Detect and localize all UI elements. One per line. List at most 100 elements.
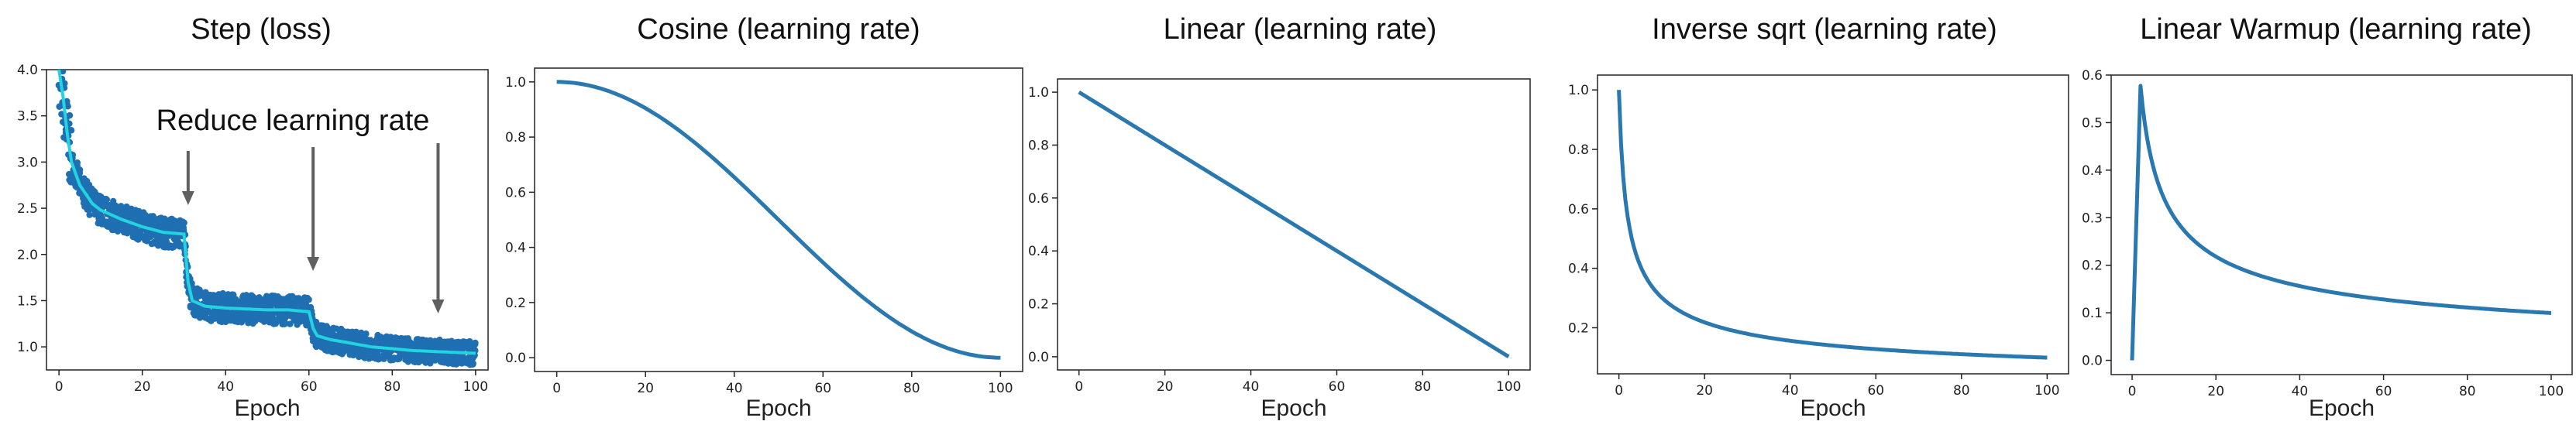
x-axis-label: Epoch <box>745 395 811 421</box>
series-line <box>2130 84 2552 361</box>
x-tick-label: 100 <box>463 379 488 395</box>
loss-point <box>469 360 476 367</box>
loss-point <box>57 53 64 59</box>
y-tick-label: 0.0 <box>505 351 526 366</box>
y-tick-label: 0.8 <box>1568 142 1589 158</box>
x-tick-label: 40 <box>1782 383 1799 399</box>
x-tick-label: 0 <box>1615 383 1623 399</box>
x-tick-label: 60 <box>1867 383 1884 399</box>
y-tick-label: 3.5 <box>17 109 38 125</box>
x-tick-label: 0 <box>1075 379 1083 395</box>
series-line <box>1078 90 1510 359</box>
chart-title: Linear (learning rate) <box>1164 13 1437 46</box>
annotation-reduce-learning-rate: Reduce learning rate <box>156 104 430 137</box>
arrow-head <box>181 191 194 205</box>
x-tick-label: 20 <box>637 381 654 396</box>
y-tick-label: 0.5 <box>2082 115 2103 131</box>
x-tick-label: 20 <box>1157 379 1174 395</box>
chart-title: Inverse sqrt (learning rate) <box>1652 13 1997 46</box>
x-tick-label: 60 <box>814 381 831 396</box>
loss-point <box>281 319 288 326</box>
plot-frame <box>1597 74 2069 375</box>
loss-point <box>58 52 64 58</box>
y-tick-label: 0.2 <box>505 296 526 311</box>
x-tick-label: 0 <box>2128 384 2137 399</box>
x-tick-label: 60 <box>301 379 318 395</box>
panel-inverse-sqrt: Inverse sqrt (learning rate) Epoch 0 20 40… <box>1568 13 2069 421</box>
x-tick-label: 20 <box>2207 384 2224 399</box>
loss-point <box>57 53 63 59</box>
x-axis-label: Epoch <box>2309 395 2375 421</box>
series-line <box>1617 90 2048 360</box>
y-tick-label: 0.3 <box>2082 211 2103 226</box>
loss-point <box>98 214 106 222</box>
loss-smoothed-line <box>57 70 476 355</box>
arrow-head <box>307 257 320 271</box>
y-tick-label: 0.4 <box>505 241 526 256</box>
y-tick-label: 2.0 <box>17 248 38 263</box>
x-tick-label: 80 <box>903 381 920 396</box>
y-tick-label: 0.2 <box>1028 297 1049 313</box>
loss-noise-points <box>55 52 479 368</box>
y-tick-label: 0.6 <box>2082 68 2103 84</box>
x-tick-label: 80 <box>1415 379 1432 395</box>
loss-point <box>66 111 74 119</box>
x-tick-label: 40 <box>2292 384 2309 399</box>
series-line <box>556 80 1001 360</box>
loss-point <box>427 360 434 367</box>
loss-point <box>363 330 370 337</box>
x-tick-label: 0 <box>55 379 64 395</box>
loss-point <box>181 219 187 227</box>
y-tick-label: 0.6 <box>1028 191 1049 207</box>
chart-title: Step (loss) <box>191 13 332 46</box>
loss-point <box>102 196 110 203</box>
y-tick-label: 0.2 <box>2082 259 2103 274</box>
plot-frame <box>46 69 489 371</box>
y-tick-label: 3.0 <box>17 155 38 170</box>
y-tick-label: 1.0 <box>17 340 38 355</box>
y-tick-label: 4.0 <box>17 63 38 78</box>
loss-point <box>76 169 84 176</box>
plot-frame <box>1057 78 1531 371</box>
x-tick-label: 100 <box>2034 383 2059 399</box>
loss-point <box>305 296 312 303</box>
loss-point <box>59 55 65 61</box>
x-tick-label: 60 <box>1329 379 1346 395</box>
loss-point <box>86 211 93 218</box>
y-tick-label: 0.4 <box>1028 244 1049 259</box>
x-tick-label: 0 <box>552 381 561 396</box>
y-tick-label: 1.0 <box>505 75 526 91</box>
y-tick-label: 0.6 <box>505 185 526 200</box>
y-tick-label: 0.4 <box>1568 262 1589 277</box>
loss-point <box>60 70 67 72</box>
loss-point <box>64 103 71 110</box>
chart-title: Linear Warmup (learning rate) <box>2140 13 2531 46</box>
x-axis-label: Epoch <box>234 395 300 421</box>
x-axis-label: Epoch <box>1260 395 1326 421</box>
x-tick-label: 40 <box>726 381 743 396</box>
y-tick-label: 0.8 <box>1028 138 1049 153</box>
panel-step-loss: Step (loss) Epoch Reduce learning rate 0… <box>17 13 489 421</box>
x-tick-label: 60 <box>2375 384 2392 399</box>
panel-cosine: Cosine (learning rate) Epoch 0 20 40 60 80 10… <box>505 13 1023 421</box>
x-tick-label: 40 <box>217 379 234 395</box>
y-tick-label: 0.0 <box>1028 350 1049 365</box>
y-tick-label: 1.5 <box>17 293 38 309</box>
y-tick-label: 0.6 <box>1568 202 1589 217</box>
x-tick-label: 100 <box>1496 379 1521 395</box>
x-tick-label: 80 <box>2459 384 2476 399</box>
y-tick-label: 2.5 <box>17 201 38 217</box>
loss-point <box>57 60 63 66</box>
y-tick-label: 0.4 <box>2082 163 2103 179</box>
x-tick-label: 100 <box>988 381 1013 396</box>
panel-linear: Linear (learning rate) Epoch 0 20 40 60 80 10… <box>1028 13 1531 421</box>
loss-point <box>57 54 63 60</box>
y-tick-label: 0.2 <box>1568 320 1589 336</box>
x-tick-label: 80 <box>384 379 401 395</box>
loss-point <box>472 339 479 347</box>
chart-title: Cosine (learning rate) <box>637 13 920 46</box>
x-tick-label: 20 <box>134 379 151 395</box>
panel-linear-warmup: Linear Warmup (learning rate) Epoch 0 20 4… <box>2082 13 2573 421</box>
y-tick-label: 0.0 <box>2082 354 2103 369</box>
